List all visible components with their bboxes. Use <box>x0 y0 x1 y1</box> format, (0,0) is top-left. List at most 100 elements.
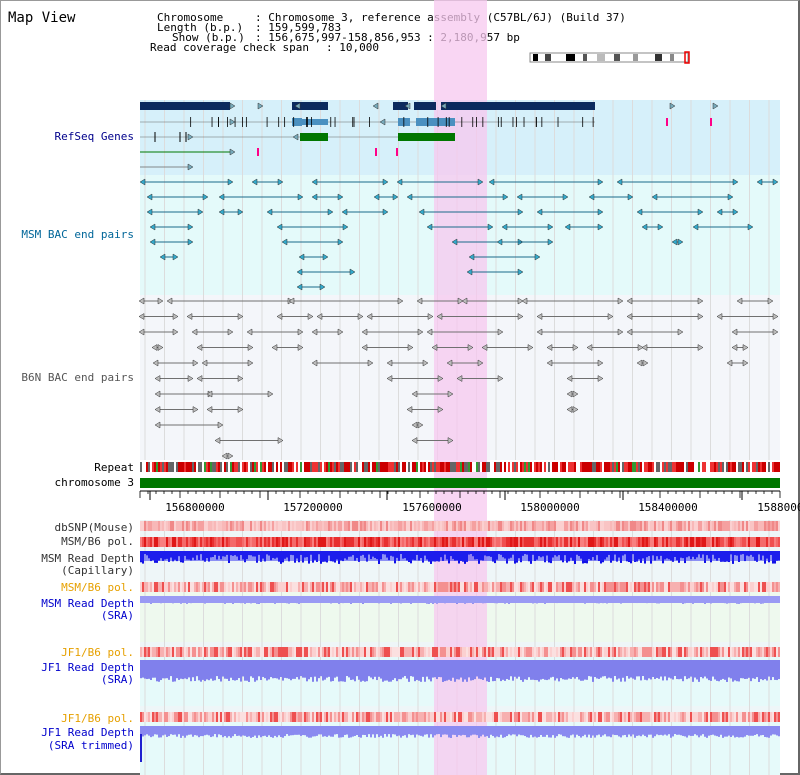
dbsnp-cell <box>344 521 346 531</box>
msm-b6-pol2-cell <box>652 582 654 592</box>
jf1-depth-trim-bar <box>190 734 192 735</box>
repeat-element <box>454 462 456 472</box>
msm-b6-pol2-cell <box>546 582 548 592</box>
repeat-element <box>392 462 394 472</box>
jf1-depth-trim-bar <box>564 734 566 737</box>
dbsnp-cell <box>338 521 340 531</box>
bac-end-right <box>319 283 326 291</box>
jf1-depth-trim-bar <box>714 734 716 736</box>
msm-b6-pol2-cell <box>612 582 614 592</box>
heatmap-tracks[interactable] <box>140 521 780 762</box>
dbsnp-cell <box>232 521 234 531</box>
jf1-depth-sra-bar <box>452 676 454 678</box>
dbsnp-cell <box>244 521 246 531</box>
jf1-depth-trim-bar <box>552 734 554 736</box>
msm-b6-pol2-cell <box>754 582 756 592</box>
jf1-b6-pol2-cell <box>278 712 280 722</box>
jf1-depth-trim-bar <box>230 734 232 738</box>
jf1-depth-sra-bar <box>332 676 334 682</box>
repeat-element <box>376 462 378 472</box>
refseq-genes-track[interactable] <box>140 102 719 171</box>
msm-b6-pol-cell <box>446 537 448 547</box>
jf1-b6-pol-cell <box>214 647 216 657</box>
jf1-b6-pol-cell <box>570 647 572 657</box>
msm-b6-pol2-cell <box>542 582 544 592</box>
jf1-b6-pol2-cell <box>230 712 232 722</box>
repeat-element <box>210 462 212 472</box>
repeat-element <box>660 462 662 472</box>
jf1-depth-sra-bar <box>272 676 274 679</box>
jf1-depth-sra-bar <box>328 676 330 677</box>
jf1-depth-trim-bar <box>640 734 642 737</box>
msm-b6-pol2-cell <box>306 582 308 592</box>
jf1-b6-pol-cell <box>664 647 666 657</box>
chromosome-bar[interactable] <box>140 478 780 488</box>
repeat-element <box>330 462 332 472</box>
msm-b6-pol2-cell <box>292 582 294 592</box>
dbsnp-cell <box>560 521 562 531</box>
repeat-element <box>522 462 524 472</box>
bac-end-left <box>276 223 283 231</box>
repeat-element <box>208 462 210 472</box>
jf1-depth-sra-bar <box>646 676 648 681</box>
jf1-depth-sra-bar <box>750 676 752 682</box>
chromosome-ideogram[interactable] <box>529 51 690 64</box>
msm-b6-pol-cell <box>696 537 698 547</box>
jf1-depth-trim-bar <box>610 734 612 738</box>
repeat-element <box>188 462 190 472</box>
jf1-depth-sra-bar <box>512 676 514 681</box>
jf1-depth-sra-bar <box>302 676 304 678</box>
jf1-depth-trim-bar <box>278 734 280 736</box>
jf1-b6-pol-cell <box>490 647 492 657</box>
msm-b6-pol-cell <box>404 537 406 547</box>
jf1-b6-pol-cell <box>520 647 522 657</box>
b6n-bac-track[interactable] <box>138 297 779 460</box>
jf1-depth-trim-bar <box>464 734 466 736</box>
dbsnp-cell <box>574 521 576 531</box>
jf1-b6-pol-cell <box>548 647 550 657</box>
gene-block <box>140 102 230 110</box>
msm-b6-pol-cell <box>186 537 188 547</box>
dbsnp-cell <box>754 521 756 531</box>
jf1-depth-trim-bar <box>460 734 462 736</box>
jf1-depth-sra-bar <box>192 676 194 678</box>
msm-b6-pol-cell <box>458 537 460 547</box>
jf1-depth-trim-bar <box>344 734 346 735</box>
jf1-b6-pol-cell <box>568 647 570 657</box>
jf1-b6-pol2-cell <box>626 712 628 722</box>
jf1-b6-pol-cell <box>656 647 658 657</box>
msm-b6-pol2-cell <box>506 582 508 592</box>
jf1-depth-trim-bar <box>504 734 506 738</box>
jf1-b6-pol2-cell <box>370 712 372 722</box>
bac-end-right <box>337 328 344 336</box>
jf1-depth-sra-bar <box>190 676 192 682</box>
dbsnp-cell <box>196 521 198 531</box>
repeat-track[interactable] <box>140 462 780 472</box>
msm-b6-pol-cell <box>464 537 466 547</box>
msm-b6-pol2-cell <box>748 582 750 592</box>
jf1-b6-pol2-cell <box>188 712 190 722</box>
dbsnp-cell <box>462 521 464 531</box>
dbsnp-cell <box>766 521 768 531</box>
repeat-element <box>500 462 502 472</box>
jf1-b6-pol2-cell <box>284 712 286 722</box>
jf1-depth-trim-bar <box>354 734 356 736</box>
jf1-b6-pol2-cell <box>690 712 692 722</box>
repeat-element <box>542 462 544 472</box>
jf1-depth-trim-bar <box>458 734 460 736</box>
msm-b6-pol2-cell <box>174 582 176 592</box>
msm-bac-track[interactable] <box>139 178 779 291</box>
dbsnp-cell <box>198 521 200 531</box>
msm-b6-pol-cell <box>348 537 350 547</box>
msm-b6-pol2-cell <box>708 582 710 592</box>
msm-b6-pol-cell <box>172 537 174 547</box>
jf1-depth-trim-bar <box>298 734 300 735</box>
jf1-b6-pol2-cell <box>748 712 750 722</box>
dbsnp-cell <box>200 521 202 531</box>
bac-end-right <box>322 253 329 261</box>
msm-b6-pol-cell <box>152 537 154 547</box>
dbsnp-cell <box>352 521 354 531</box>
msm-b6-pol-cell <box>332 537 334 547</box>
jf1-b6-pol-cell <box>310 647 312 657</box>
